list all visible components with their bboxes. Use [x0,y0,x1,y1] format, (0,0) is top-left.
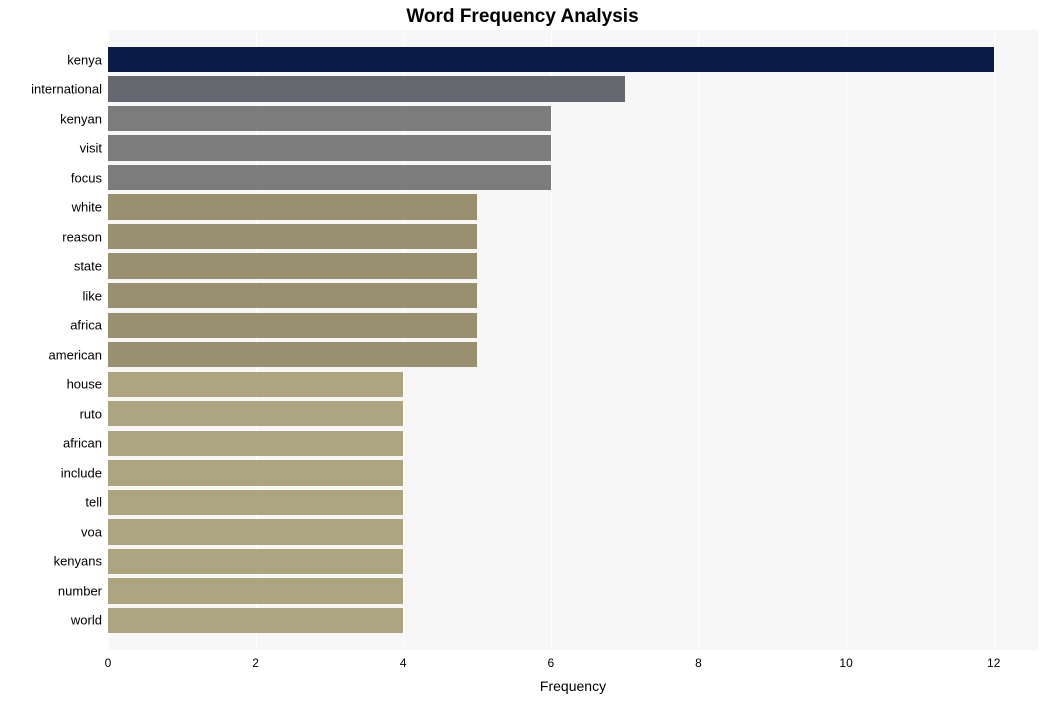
gridline [846,30,847,650]
x-tick-label: 4 [400,650,407,670]
chart-title: Word Frequency Analysis [0,6,1045,28]
gridline [551,30,552,650]
bar [108,372,403,397]
bar [108,106,551,131]
y-tick-label: white [72,200,108,215]
y-tick-label: house [67,377,108,392]
y-tick-label: american [49,347,108,362]
bar [108,165,551,190]
y-tick-label: number [58,583,108,598]
bar [108,224,477,249]
bar [108,194,477,219]
y-tick-label: kenyan [60,111,108,126]
y-tick-label: like [82,288,108,303]
bar [108,342,477,367]
y-tick-label: state [74,259,108,274]
y-tick-label: tell [85,495,108,510]
bar [108,76,625,101]
bar [108,401,403,426]
y-tick-label: africa [70,318,108,333]
y-tick-label: include [61,465,108,480]
bar [108,578,403,603]
chart-container: Word Frequency Analysis 024681012kenyain… [0,0,1045,701]
y-tick-label: voa [81,524,108,539]
y-tick-label: african [63,436,108,451]
plot-area: 024681012kenyainternationalkenyanvisitfo… [108,30,1038,650]
y-tick-label: visit [80,141,108,156]
bar [108,519,403,544]
y-tick-label: world [71,613,108,628]
y-tick-label: kenya [67,52,108,67]
bar [108,47,994,72]
y-tick-label: focus [71,170,108,185]
gridline [994,30,995,650]
y-tick-label: kenyans [54,554,108,569]
bar [108,460,403,485]
bar [108,431,403,456]
x-tick-label: 0 [105,650,112,670]
x-tick-label: 2 [252,650,259,670]
x-tick-label: 12 [987,650,1000,670]
bar [108,549,403,574]
x-tick-label: 10 [839,650,852,670]
bar [108,283,477,308]
x-tick-label: 6 [548,650,555,670]
bar [108,313,477,338]
y-tick-label: ruto [80,406,108,421]
x-tick-label: 8 [695,650,702,670]
bar [108,135,551,160]
y-tick-label: reason [62,229,108,244]
bar [108,490,403,515]
x-axis-title: Frequency [108,678,1038,694]
y-tick-label: international [31,82,108,97]
bar [108,608,403,633]
gridline [698,30,699,650]
bar [108,253,477,278]
